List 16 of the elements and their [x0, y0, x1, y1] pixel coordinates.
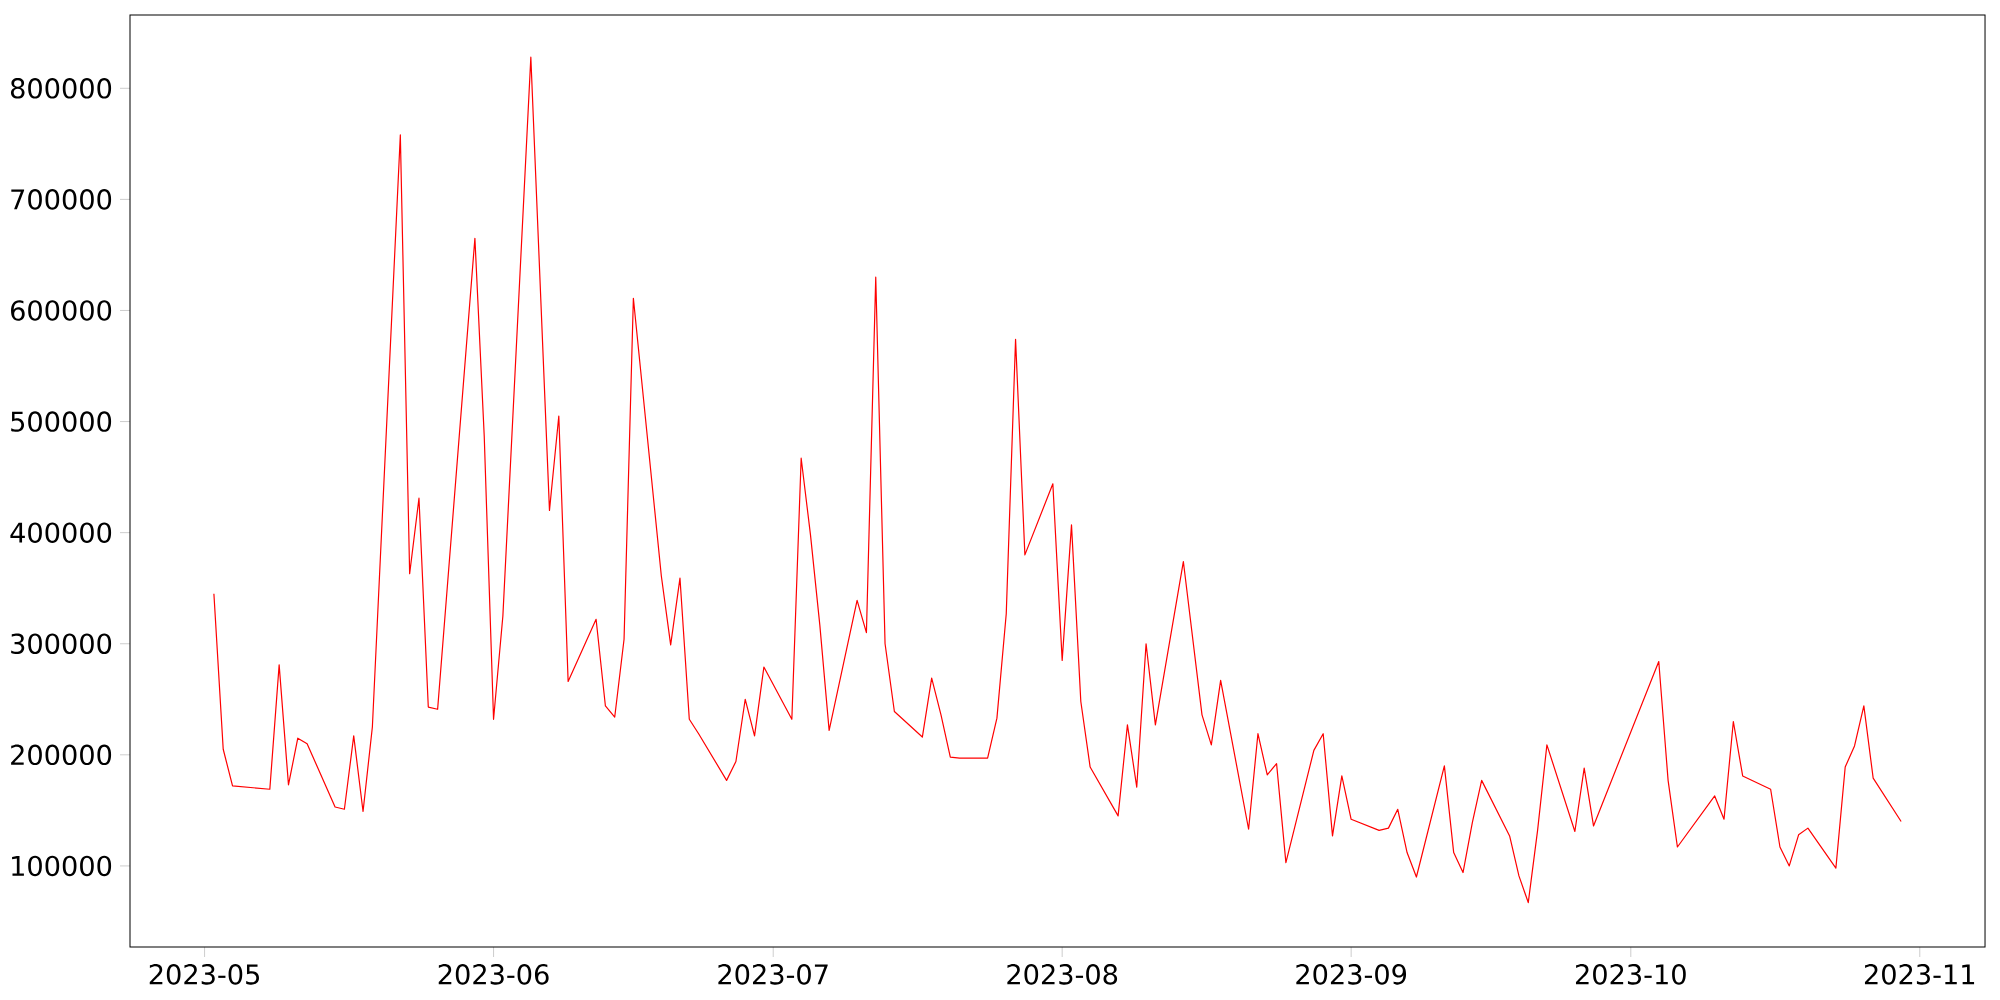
- x-tick-label: 2023-07: [718, 964, 828, 985]
- x-tick-label: 2023-09: [1296, 964, 1407, 985]
- y-tick-label: 300000: [11, 633, 112, 655]
- y-tick-label: 400000: [10, 522, 112, 543]
- y-tick-label: 100000: [12, 855, 112, 877]
- y-tick-label: 800000: [10, 78, 112, 99]
- y-tick-label: 700000: [11, 189, 112, 210]
- line-series: [213, 56, 1902, 904]
- y-tick-label: 500000: [11, 411, 112, 432]
- x-tick-label: 2023-06: [438, 964, 549, 985]
- x-tick-label: 2023-10: [1575, 964, 1686, 985]
- x-tick-label: 2023-11: [1864, 964, 1975, 985]
- y-tick-label: 600000: [11, 300, 112, 321]
- x-tick-label: 2023-08: [1007, 964, 1118, 985]
- y-tick-label: 200000: [11, 744, 112, 766]
- x-tick-label: 2023-05: [149, 964, 259, 985]
